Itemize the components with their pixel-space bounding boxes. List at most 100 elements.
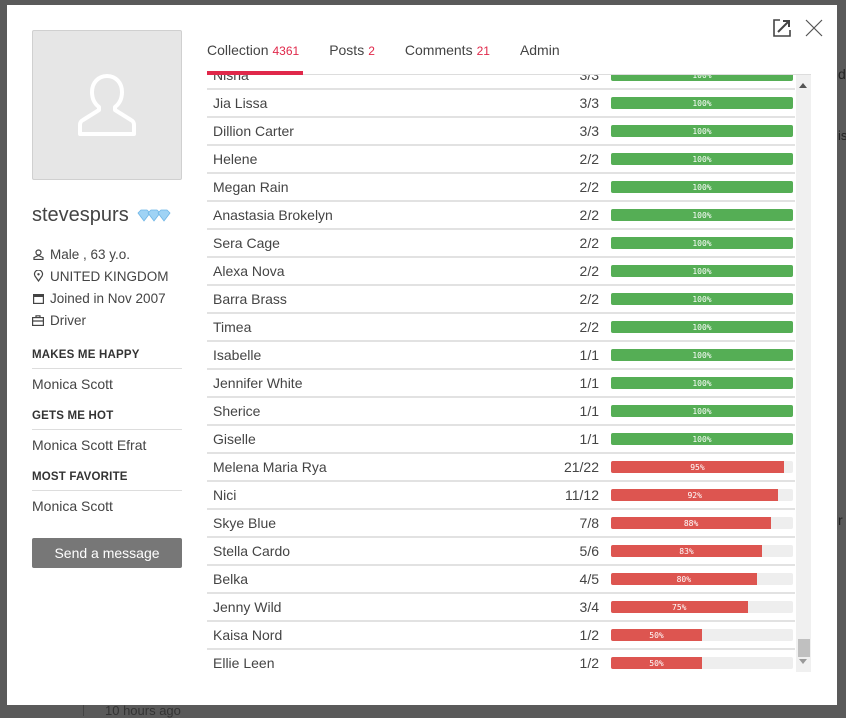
send-message-button[interactable]: Send a message <box>32 538 182 568</box>
model-name[interactable]: Giselle <box>213 431 256 447</box>
scroll-down-icon[interactable] <box>799 659 807 664</box>
model-name[interactable]: Sera Cage <box>213 235 280 251</box>
progress-bar: 100% <box>611 125 793 137</box>
collection-ratio: 2/2 <box>579 319 599 335</box>
collection-ratio: 1/1 <box>579 375 599 391</box>
collection-ratio: 1/2 <box>579 655 599 671</box>
table-row[interactable]: Anastasia Brokelyn 2/2 100% <box>207 202 795 230</box>
progress-fill: 100% <box>611 265 793 277</box>
progress-bar: 50% <box>611 657 793 669</box>
progress-bar: 100% <box>611 153 793 165</box>
progress-fill: 92% <box>611 489 779 501</box>
table-row[interactable]: Ellie Leen 1/2 50% <box>207 650 795 672</box>
external-link-icon[interactable] <box>771 17 793 39</box>
progress-bar: 100% <box>611 321 793 333</box>
table-row[interactable]: Skye Blue 7/8 88% <box>207 510 795 538</box>
background-text: is <box>838 128 846 143</box>
tab-posts[interactable]: Posts 2 <box>329 42 375 58</box>
collection-ratio: 1/2 <box>579 627 599 643</box>
model-name[interactable]: Alexa Nova <box>213 263 285 279</box>
background-text: d <box>838 66 846 82</box>
table-row[interactable]: Kaisa Nord 1/2 50% <box>207 622 795 650</box>
model-name[interactable]: Stella Cardo <box>213 543 291 559</box>
avatar <box>32 30 182 180</box>
table-row[interactable]: Sera Cage 2/2 100% <box>207 230 795 258</box>
scrollbar[interactable] <box>796 75 811 672</box>
model-name[interactable]: Nici <box>213 487 237 503</box>
model-name[interactable]: Megan Rain <box>213 179 289 195</box>
model-name[interactable]: Isabelle <box>213 347 262 363</box>
progress-fill: 100% <box>611 433 793 445</box>
profile-modal: stevespurs Male , 63 y.o. UNITED KINGDOM… <box>7 5 837 705</box>
progress-fill: 50% <box>611 657 702 669</box>
profile-sidebar: stevespurs Male , 63 y.o. UNITED KINGDOM… <box>32 30 182 568</box>
model-name[interactable]: Helene <box>213 151 258 167</box>
progress-fill: 100% <box>611 97 793 109</box>
tab-collection[interactable]: Collection 4361 <box>207 30 304 75</box>
tab-admin[interactable]: Admin <box>519 42 560 58</box>
progress-fill: 83% <box>611 545 763 557</box>
progress-bar: 100% <box>611 181 793 193</box>
model-name[interactable]: Jenny Wild <box>213 599 282 615</box>
diamonds-icon <box>137 209 171 222</box>
table-row[interactable]: Alexa Nova 2/2 100% <box>207 258 795 286</box>
progress-bar: 100% <box>611 75 793 81</box>
progress-bar: 100% <box>611 405 793 417</box>
collection-ratio: 2/2 <box>579 179 599 195</box>
country: UNITED KINGDOM <box>32 265 182 287</box>
model-name[interactable]: Barra Brass <box>213 291 287 307</box>
model-name[interactable]: Skye Blue <box>213 515 277 531</box>
table-row[interactable]: Jia Lissa 3/3 100% <box>207 90 795 118</box>
collection-ratio: 3/3 <box>579 95 599 111</box>
model-name[interactable]: Jennifer White <box>213 375 303 391</box>
location-pin-icon <box>32 270 44 282</box>
scroll-up-icon[interactable] <box>799 83 807 88</box>
progress-fill: 100% <box>611 209 793 221</box>
table-row[interactable]: Jennifer White 1/1 100% <box>207 370 795 398</box>
table-row[interactable]: Giselle 1/1 100% <box>207 426 795 454</box>
progress-bar: 75% <box>611 601 793 613</box>
table-row[interactable]: Nisha 3/3 100% <box>207 75 795 90</box>
collection-ratio: 5/6 <box>579 543 599 559</box>
table-row[interactable]: Megan Rain 2/2 100% <box>207 174 795 202</box>
collection-ratio: 2/2 <box>579 151 599 167</box>
progress-fill: 75% <box>611 601 748 613</box>
table-row[interactable]: Jenny Wild 3/4 75% <box>207 594 795 622</box>
progress-bar: 83% <box>611 545 793 557</box>
model-name[interactable]: Belka <box>213 571 249 587</box>
model-name[interactable]: Melena Maria Rya <box>213 459 327 475</box>
collection-ratio: 3/4 <box>579 599 599 615</box>
model-name[interactable]: Nisha <box>213 75 249 83</box>
model-name[interactable]: Anastasia Brokelyn <box>213 207 333 223</box>
progress-bar: 100% <box>611 293 793 305</box>
model-name[interactable]: Ellie Leen <box>213 655 275 671</box>
collection-ratio: 7/8 <box>579 515 599 531</box>
table-row[interactable]: Belka 4/5 80% <box>207 566 795 594</box>
table-row[interactable]: Dillion Carter 3/3 100% <box>207 118 795 146</box>
table-row[interactable]: Nici 11/12 92% <box>207 482 795 510</box>
tab-comments[interactable]: Comments 21 <box>404 42 490 58</box>
model-name[interactable]: Kaisa Nord <box>213 627 283 643</box>
close-icon[interactable] <box>803 17 825 39</box>
progress-fill: 100% <box>611 237 793 249</box>
table-row[interactable]: Isabelle 1/1 100% <box>207 342 795 370</box>
collection-ratio: 3/3 <box>579 123 599 139</box>
collection-ratio: 11/12 <box>565 487 599 503</box>
table-row[interactable]: Melena Maria Rya 21/22 95% <box>207 454 795 482</box>
table-row[interactable]: Sherice 1/1 100% <box>207 398 795 426</box>
model-name[interactable]: Sherice <box>213 403 261 419</box>
model-name[interactable]: Jia Lissa <box>213 95 268 111</box>
scrollbar-thumb[interactable] <box>798 639 810 657</box>
collection-ratio: 2/2 <box>579 235 599 251</box>
progress-fill: 100% <box>611 153 793 165</box>
progress-bar: 50% <box>611 629 793 641</box>
progress-fill: 50% <box>611 629 702 641</box>
progress-fill: 100% <box>611 75 793 81</box>
model-name[interactable]: Dillion Carter <box>213 123 294 139</box>
table-row[interactable]: Barra Brass 2/2 100% <box>207 286 795 314</box>
table-row[interactable]: Helene 2/2 100% <box>207 146 795 174</box>
model-name[interactable]: Timea <box>213 319 252 335</box>
table-row[interactable]: Timea 2/2 100% <box>207 314 795 342</box>
table-row[interactable]: Stella Cardo 5/6 83% <box>207 538 795 566</box>
background-divider <box>83 705 84 716</box>
